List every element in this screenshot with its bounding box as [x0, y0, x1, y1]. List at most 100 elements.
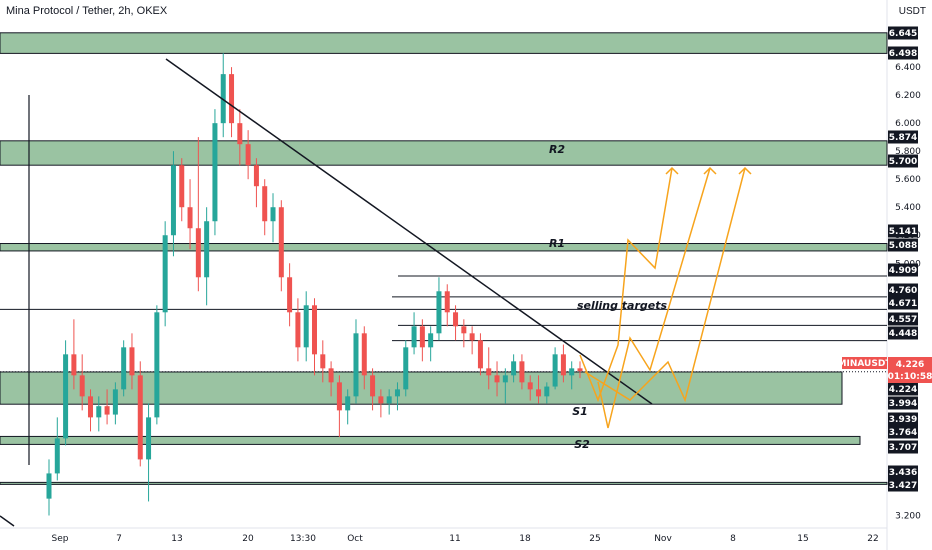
level-badge-text: 5.088	[889, 241, 917, 251]
candle	[245, 130, 251, 180]
candle	[345, 389, 351, 425]
candle	[502, 368, 508, 404]
candle-body	[394, 389, 400, 397]
candle	[170, 151, 176, 257]
level-badge	[888, 224, 918, 238]
candle-body	[79, 375, 85, 397]
candle-body	[502, 375, 508, 383]
candle-body	[96, 406, 102, 418]
candle-body	[245, 144, 251, 166]
candle	[195, 137, 201, 292]
level-badge-text: 3.436	[889, 468, 917, 478]
candle	[386, 389, 392, 415]
candle	[162, 221, 168, 327]
candle	[394, 382, 400, 411]
x-axis-tick: 18	[519, 534, 531, 544]
level-badge	[888, 312, 918, 326]
x-axis-tick: 7	[116, 534, 122, 544]
candle	[303, 291, 309, 362]
level-badge-text: 6.645	[889, 29, 917, 39]
level-badge-text: 4.671	[889, 299, 917, 309]
candle	[477, 333, 483, 376]
level-badge-text: 3.427	[889, 481, 917, 491]
level-badge	[888, 154, 918, 168]
r1-label: R1	[549, 237, 565, 250]
candle	[146, 403, 152, 502]
y-axis-tick: 5.400	[895, 203, 921, 213]
level-badge-text: 5.700	[889, 157, 917, 167]
candle	[262, 179, 268, 236]
candle	[320, 340, 326, 383]
candle-body	[386, 396, 392, 404]
candle-body	[287, 277, 293, 313]
candle-body	[170, 165, 176, 236]
candle	[287, 263, 293, 327]
x-axis-tick: Sep	[52, 534, 69, 544]
candle	[204, 207, 210, 306]
y-axis-tick: 3.200	[895, 511, 921, 521]
candle-body	[527, 382, 533, 390]
candle-body	[253, 165, 259, 187]
candle	[137, 361, 143, 467]
candle-body	[577, 368, 583, 372]
candle-body	[519, 361, 525, 383]
candle-body	[336, 382, 342, 411]
level-badge-text: 3.764	[889, 428, 917, 438]
candle	[353, 319, 359, 404]
price-badge	[888, 357, 932, 383]
candle	[229, 67, 235, 138]
y-axis-tick: 5.600	[895, 175, 921, 185]
candle	[71, 319, 77, 390]
candle	[486, 347, 492, 390]
candle	[104, 389, 110, 425]
candle	[179, 158, 185, 222]
candle	[46, 459, 52, 516]
level-badge	[888, 130, 918, 144]
candle-body	[353, 333, 359, 397]
candle	[378, 389, 384, 418]
level-badge	[888, 478, 918, 492]
x-axis-tick: 15	[797, 534, 808, 544]
x-axis-tick: 20	[242, 534, 254, 544]
price-badge-text: 4.226	[896, 360, 924, 370]
level-badge-text: 3.939	[889, 415, 917, 425]
candle-body	[87, 396, 93, 418]
candle-body	[328, 368, 334, 383]
candle-body	[262, 186, 268, 222]
candle	[187, 179, 193, 250]
candle	[87, 389, 93, 432]
zone-band	[0, 435, 861, 445]
plot-background	[0, 0, 887, 528]
candle-body	[146, 417, 152, 460]
candle	[469, 326, 475, 355]
candle-body	[162, 235, 168, 313]
level-badge	[888, 238, 918, 252]
projection-path	[579, 167, 673, 403]
candle-body	[378, 396, 384, 404]
candle-body	[63, 354, 69, 439]
candle-body	[179, 165, 185, 208]
zone-band	[0, 371, 843, 405]
candle-body	[229, 74, 235, 124]
candle	[112, 382, 118, 425]
candle-body	[428, 333, 434, 348]
candle-body	[461, 326, 467, 334]
candle	[544, 382, 550, 404]
level-badge	[888, 412, 918, 426]
candle-body	[320, 354, 326, 369]
symbol-badge	[842, 357, 887, 369]
arrow-head	[665, 166, 679, 175]
candle-body	[370, 375, 376, 397]
candle	[96, 396, 102, 432]
level-badge-text: 6.498	[889, 49, 917, 59]
candle	[270, 193, 276, 243]
candle	[552, 347, 558, 390]
projection-path	[584, 167, 746, 403]
level-badge	[888, 326, 918, 340]
candle-body	[187, 207, 193, 229]
x-axis-tick: 8	[730, 534, 736, 544]
candle	[436, 277, 442, 341]
level-badge	[888, 283, 918, 297]
